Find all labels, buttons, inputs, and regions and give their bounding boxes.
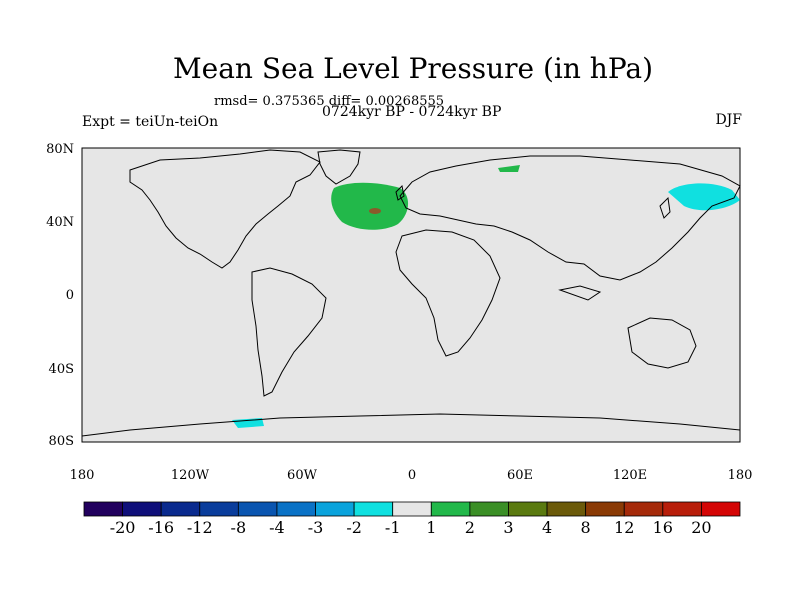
colorbar-swatch bbox=[237, 501, 278, 517]
colorbar-label: -16 bbox=[148, 518, 175, 537]
chart-title: Mean Sea Level Pressure (in hPa) bbox=[172, 52, 654, 85]
lon-label-180w: 180 bbox=[69, 468, 95, 483]
colorbar-swatch bbox=[469, 501, 509, 517]
colorbar-label: 4 bbox=[541, 518, 553, 537]
anomaly-north-atlantic-peak bbox=[369, 208, 381, 214]
colorbar-label: 20 bbox=[691, 518, 712, 537]
colorbar-swatch bbox=[315, 501, 355, 517]
lat-label-80n: 80N bbox=[46, 142, 74, 157]
colorbar-swatch bbox=[585, 501, 625, 517]
experiment-label: Expt = teiUn-teiOn bbox=[82, 114, 219, 130]
colorbar-label: -1 bbox=[384, 518, 401, 537]
colorbar-label: 12 bbox=[614, 518, 635, 537]
colorbar-label: -4 bbox=[269, 518, 285, 537]
anomaly-barents-positive bbox=[498, 165, 520, 172]
colorbar-swatch bbox=[508, 501, 548, 517]
lon-label-120w: 120W bbox=[170, 468, 210, 483]
colorbar-swatch bbox=[83, 501, 123, 517]
colorbar-label: -12 bbox=[186, 518, 213, 537]
map-background bbox=[81, 147, 741, 443]
colorbar-label: -2 bbox=[346, 518, 362, 537]
lon-label-0: 0 bbox=[407, 468, 417, 483]
colorbar-swatch bbox=[392, 501, 432, 517]
colorbar-swatch bbox=[199, 501, 239, 517]
colorbar-swatch bbox=[546, 501, 587, 517]
anomaly-north-atlantic-positive bbox=[331, 182, 409, 230]
colorbar-label: 2 bbox=[464, 518, 475, 537]
coastlines bbox=[81, 149, 741, 437]
colorbar-label: -3 bbox=[307, 518, 324, 537]
colorbar-swatch bbox=[662, 501, 702, 517]
colorbar-swatch bbox=[353, 501, 394, 517]
lat-label-40s: 40S bbox=[48, 362, 74, 377]
rmsd-diff-text: rmsd= 0.375365 diff= 0.00268555 bbox=[214, 94, 445, 109]
colorbar-label: 3 bbox=[503, 518, 514, 537]
lon-label-60w: 60W bbox=[287, 468, 317, 483]
colorbar-swatch bbox=[701, 501, 741, 517]
colorbar-swatch bbox=[623, 501, 664, 517]
lat-label-80s: 80S bbox=[48, 434, 74, 449]
colorbar-label: 8 bbox=[580, 518, 591, 537]
lon-label-120e: 120E bbox=[612, 468, 648, 483]
lat-label-0: 0 bbox=[65, 288, 74, 303]
lon-label-60e: 60E bbox=[506, 468, 534, 483]
colorbar-label: 16 bbox=[652, 518, 673, 537]
season-label: DJF bbox=[715, 112, 742, 128]
colorbar-label: 1 bbox=[426, 518, 437, 537]
colorbar-swatch bbox=[160, 501, 201, 517]
colorbar-swatch bbox=[276, 501, 316, 517]
period-text: 0724kyr BP - 0724kyr BP bbox=[322, 104, 502, 120]
lat-label-40n: 40N bbox=[46, 215, 74, 230]
colorbar-swatch bbox=[430, 501, 471, 517]
colorbar-swatch bbox=[122, 501, 162, 517]
colorbar-label: -8 bbox=[230, 518, 247, 537]
colorbar-label: -20 bbox=[109, 518, 136, 537]
anomaly-north-pacific-negative bbox=[668, 183, 740, 211]
lon-label-180e: 180 bbox=[727, 468, 753, 483]
